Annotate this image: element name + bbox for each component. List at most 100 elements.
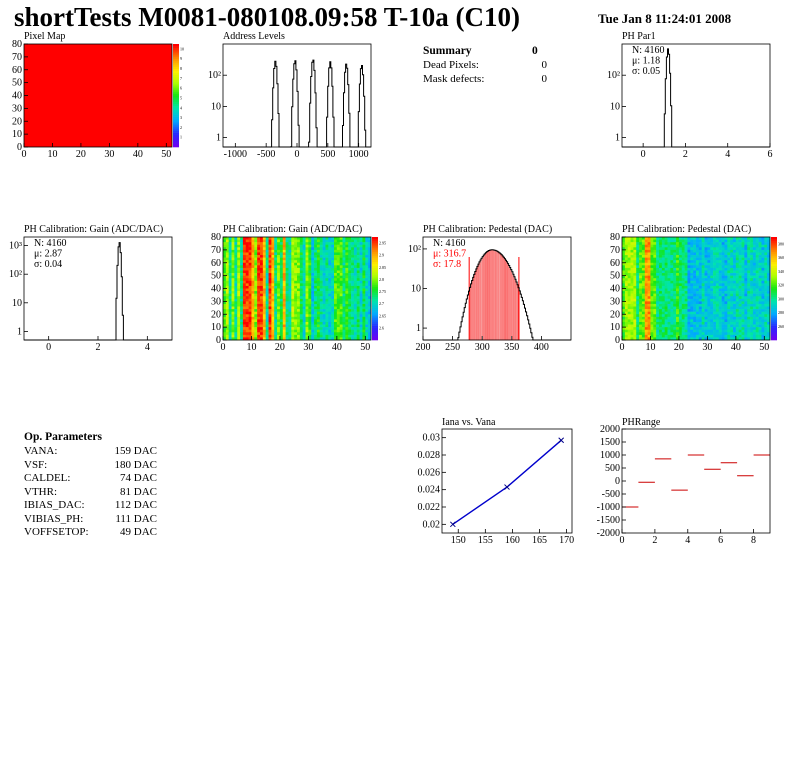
heatmap-cell <box>710 332 714 336</box>
heatmap-cell <box>667 334 671 338</box>
heatmap-cell <box>735 314 739 318</box>
heatmap-cell <box>710 262 714 266</box>
heatmap-cell <box>265 285 269 289</box>
y-tick-label: 80 <box>12 39 22 50</box>
heatmap-cell <box>721 257 725 261</box>
heatmap-cell <box>288 337 292 341</box>
heatmap-cell <box>228 293 232 297</box>
heatmap-cell <box>299 319 303 323</box>
heatmap-cell <box>741 255 745 258</box>
heatmap-cell <box>279 311 284 315</box>
heatmap-cell <box>225 334 229 338</box>
heatmap-cell <box>758 337 762 341</box>
heatmap-cell <box>345 301 349 305</box>
heatmap-cell <box>319 334 323 338</box>
heatmap-cell <box>696 321 700 325</box>
heatmap-cell <box>228 239 232 243</box>
heatmap-cell <box>733 239 737 243</box>
heatmap-cell <box>761 309 765 312</box>
op-param-label: VANA: <box>24 445 58 457</box>
heatmap-cell <box>237 306 241 310</box>
heatmap-cell <box>285 337 289 341</box>
heatmap-cell <box>653 324 657 328</box>
heatmap-cell <box>678 329 683 333</box>
heatmap-cell <box>681 275 685 279</box>
heatmap-cell <box>698 262 702 266</box>
heatmap-cell <box>704 324 708 328</box>
heatmap-cell <box>630 242 634 246</box>
heatmap-cell <box>678 239 683 243</box>
heatmap-cell <box>724 242 728 246</box>
heatmap-cell <box>684 267 688 271</box>
heatmap-cell <box>715 298 720 302</box>
heatmap-cell <box>282 337 286 341</box>
heatmap-cell <box>348 260 352 264</box>
heatmap-cell <box>336 283 340 287</box>
heatmap-cell <box>624 249 628 253</box>
heatmap-cell <box>650 285 654 289</box>
heatmap-cell <box>305 280 309 284</box>
heatmap-cell <box>328 314 332 318</box>
heatmap-cell <box>661 273 665 276</box>
heatmap-cell <box>718 270 722 274</box>
heatmap-cell <box>764 298 768 302</box>
heatmap-cell <box>314 311 318 315</box>
heatmap-cell <box>659 332 663 336</box>
heatmap-cell <box>223 255 227 258</box>
heatmap-cell <box>704 267 708 271</box>
heatmap-cell <box>234 309 238 312</box>
heatmap-cell <box>698 332 702 336</box>
heatmap-cell <box>223 270 227 274</box>
heatmap-cell <box>297 273 301 276</box>
heatmap-cell <box>644 309 648 312</box>
heatmap-cell <box>228 255 232 258</box>
heatmap-cell <box>288 239 292 243</box>
heatmap-cell <box>248 293 252 297</box>
heatmap-cell <box>302 329 306 333</box>
heatmap-cell <box>240 257 244 261</box>
heatmap-cell <box>314 332 318 336</box>
heatmap-cell <box>353 239 358 243</box>
series-line <box>452 439 562 525</box>
heatmap-cell <box>644 273 648 276</box>
heatmap-cell <box>359 239 363 243</box>
heatmap-cell <box>701 324 705 328</box>
heatmap-cell <box>242 337 247 341</box>
heatmap-cell <box>667 296 671 300</box>
heatmap-cell <box>764 311 768 315</box>
heatmap-cell <box>359 293 363 297</box>
heatmap-cell <box>356 314 360 318</box>
heatmap-cell <box>336 314 340 318</box>
heatmap-cell <box>277 303 281 307</box>
y-tick-label: -500 <box>602 489 620 500</box>
heatmap-cell <box>288 301 292 305</box>
heatmap-cell <box>353 311 358 315</box>
heatmap-cell <box>299 311 303 315</box>
heatmap-cell <box>316 273 321 276</box>
heatmap-cell <box>664 329 668 333</box>
heatmap-cell <box>245 306 249 310</box>
heatmap-cell <box>242 327 247 331</box>
heatmap-cell <box>696 301 700 305</box>
heatmap-cell <box>750 278 754 282</box>
heatmap-cell <box>245 262 249 266</box>
heatmap-cell <box>678 337 683 341</box>
heatmap-cell <box>254 314 258 318</box>
x-tick-label: 20 <box>76 149 86 160</box>
heatmap-cell <box>348 298 352 302</box>
heatmap-cell <box>297 255 301 258</box>
heatmap-cell <box>274 249 278 253</box>
heatmap-cell <box>223 278 227 282</box>
heatmap-cell <box>627 321 631 325</box>
colorbar-segment <box>173 64 179 67</box>
heatmap-cell <box>656 255 660 258</box>
heatmap-cell <box>676 237 680 240</box>
op-param-row: VIBIAS_PH: 111 DAC <box>24 513 157 527</box>
heatmap-cell <box>365 270 369 274</box>
heatmap-cell <box>362 247 366 251</box>
heatmap-cell <box>727 252 731 256</box>
heatmap-cell <box>633 247 637 251</box>
heatmap-cell <box>348 311 352 315</box>
colorbar-segment <box>372 319 378 322</box>
heatmap-cell <box>316 247 321 251</box>
